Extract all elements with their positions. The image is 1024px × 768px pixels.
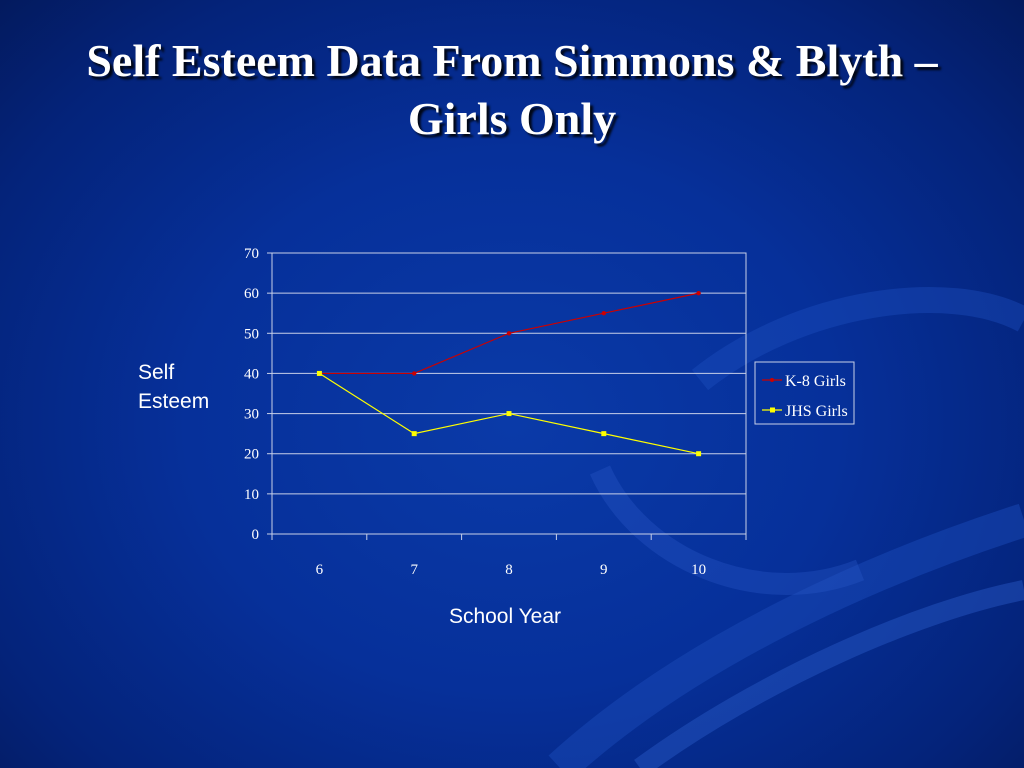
y-tick-label: 20 (244, 447, 259, 463)
x-axis-label: School Year (448, 605, 562, 628)
x-tick-label: 8 (505, 562, 513, 578)
legend-marker (770, 378, 774, 382)
data-point (412, 371, 417, 376)
legend-marker (770, 407, 775, 413)
y-tick-label: 40 (244, 366, 259, 382)
x-tick-label: 9 (600, 562, 608, 578)
x-tick-label: 6 (316, 562, 324, 578)
y-tick-label: 50 (244, 326, 259, 342)
data-point (696, 451, 702, 457)
series-lines (316, 290, 702, 457)
data-point (506, 331, 512, 336)
slide-title: Self Esteem Data From Simmons & Blyth – … (86, 35, 938, 144)
y-tick-label: 60 (244, 286, 259, 302)
data-point (696, 290, 701, 296)
data-point (601, 431, 607, 437)
data-point (316, 370, 322, 376)
x-tick-label: 7 (410, 562, 418, 578)
data-point (506, 411, 512, 417)
gridlines (267, 252, 746, 535)
x-tick-label: 10 (691, 562, 706, 578)
plot-area (271, 252, 747, 535)
y-tick-label: 30 (244, 407, 259, 423)
y-tick-label: 0 (252, 527, 260, 543)
y-tick-label: 70 (244, 246, 259, 262)
data-point (411, 431, 417, 437)
legend: K-8 Girls JHS Girls (754, 361, 855, 425)
legend-label: K-8 Girls (785, 373, 846, 390)
data-point (601, 311, 606, 316)
legend-label: JHS Girls (785, 403, 848, 420)
y-tick-labels: 0 10 20 30 40 50 60 70 (244, 246, 259, 543)
legend-box (754, 361, 855, 425)
y-tick-label: 10 (244, 487, 259, 503)
y-axis-label: Self Esteem (138, 361, 210, 413)
x-tick-labels: 6 7 8 9 10 (271, 534, 747, 578)
